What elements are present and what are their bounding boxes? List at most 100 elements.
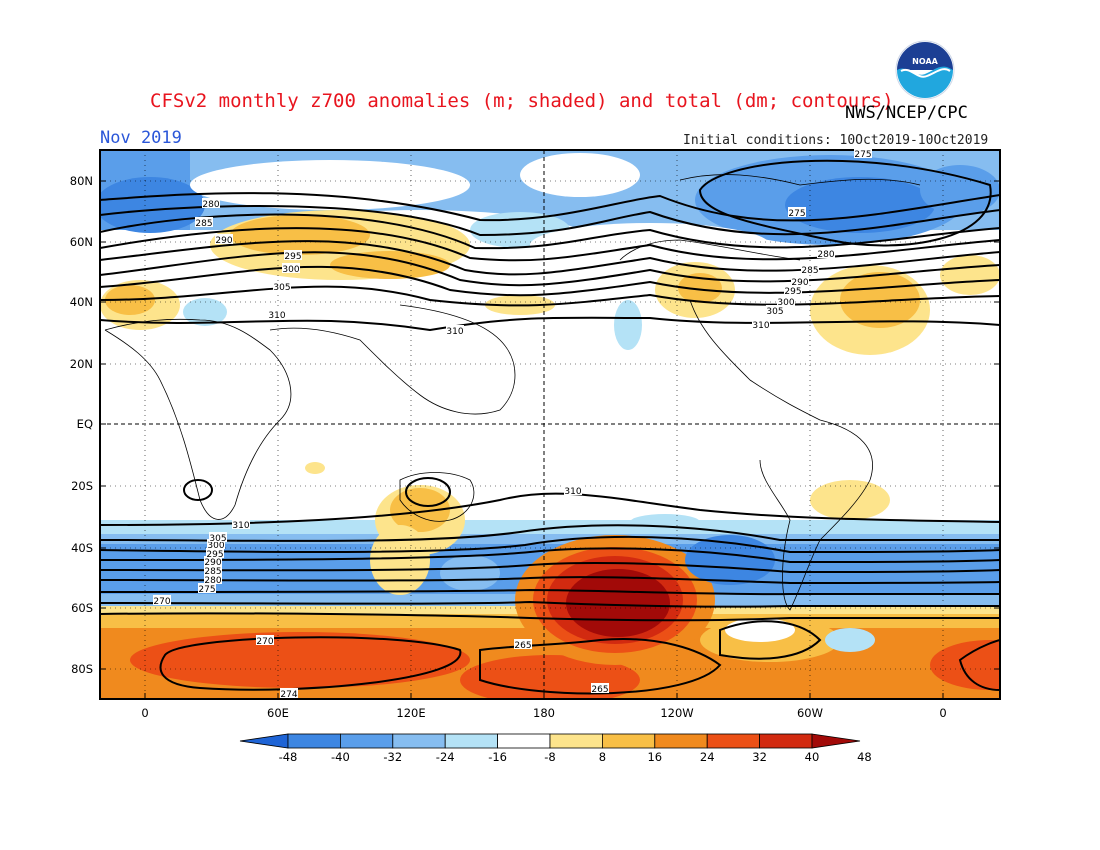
longitude-ticks: 0 60E 120E 180 120W 60W 0 [141, 150, 947, 720]
valid-month: Nov 2019 [100, 128, 182, 148]
colorbar-segment [549, 733, 603, 749]
contour-label: 275 [788, 209, 805, 219]
colorbar: -48 -40 -32 -24 -16 -8 8 16 24 32 40 48 [239, 733, 872, 764]
colorbar-label: 48 [857, 750, 872, 764]
contour-label-bg [153, 595, 171, 605]
chart-title: CFSv2 monthly z700 anomalies (m; shaded)… [150, 90, 894, 112]
contour-label: 290 [791, 278, 808, 288]
contour-label-bg [256, 635, 274, 645]
contour-label: 290 [215, 236, 232, 246]
lon-label: 0 [939, 706, 946, 720]
contour-label: 280 [817, 250, 834, 260]
contour-labels: 2752752802802852852902902952953003003053… [153, 148, 872, 700]
contour-label-bg [777, 296, 795, 306]
contour-label-bg [202, 198, 220, 208]
colorbar-segment [706, 733, 761, 749]
contour-label-bg [791, 276, 809, 286]
colorbar-label: 32 [752, 750, 767, 764]
contour-label: 285 [801, 266, 818, 276]
colorbar-segment [444, 733, 499, 749]
lat-label: 40S [71, 541, 93, 555]
contour-label: 305 [273, 283, 290, 293]
colorbar-label: 40 [805, 750, 820, 764]
height-contours [100, 159, 1000, 695]
colorbar-segment [392, 733, 446, 749]
noaa-logo: NOAA [895, 40, 955, 100]
contour-label-bg [268, 309, 286, 319]
contour-label: 285 [204, 567, 221, 577]
colorbar-label: -16 [488, 750, 507, 764]
lon-label: 60E [267, 706, 289, 720]
coastlines [104, 174, 921, 611]
contour-label-bg [215, 234, 233, 244]
contour-label: 300 [207, 541, 224, 551]
colorbar-label: -8 [544, 750, 555, 764]
colorbar-segment [339, 733, 394, 749]
contour-label-bg [280, 688, 298, 698]
contour-label-bg [204, 556, 222, 566]
contour-label-bg [788, 207, 806, 217]
contour-label: 300 [282, 265, 299, 275]
contour-label-bg [801, 264, 819, 274]
contour-label: 280 [202, 200, 219, 210]
logo-text: NOAA [912, 57, 938, 66]
contour-label-bg [204, 565, 222, 575]
contour-label: 310 [752, 321, 769, 331]
colorbar-arrow-left [239, 733, 289, 749]
lat-label: 40N [70, 295, 93, 309]
lon-label: 120W [660, 706, 693, 720]
agency-label: NWS/NCEP/CPC [845, 103, 968, 123]
contour-label: 295 [784, 287, 801, 297]
contour-label-bg [446, 325, 464, 335]
colorbar-arrow-right [811, 733, 861, 749]
contour-label: 305 [766, 307, 783, 317]
colorbar-label: -24 [436, 750, 455, 764]
contour-label: 305 [209, 534, 226, 544]
contour-label: 265 [591, 685, 608, 695]
colorbar-segment [602, 733, 656, 749]
contour-label-bg [784, 285, 802, 295]
contour-label: 275 [198, 585, 215, 595]
contour-label: 270 [153, 597, 170, 607]
lon-label: 0 [141, 706, 148, 720]
contour-label: 285 [195, 219, 212, 229]
contour-label: 295 [206, 550, 223, 560]
contour-label-bg [752, 319, 770, 329]
contour-label-bg [766, 305, 784, 315]
colorbar-label: -48 [279, 750, 298, 764]
contour-label-bg [204, 574, 222, 584]
contour-label-bg [282, 263, 300, 273]
contour-label: 265 [514, 641, 531, 651]
contour-label-bg [514, 639, 532, 649]
contour-label-bg [817, 248, 835, 258]
contour-label: 310 [446, 327, 463, 337]
colorbar-segment [654, 733, 708, 749]
colorbar-segment [287, 733, 341, 749]
contour-label-bg [564, 485, 582, 495]
contour-label-bg [198, 583, 216, 593]
colorbar-label: 8 [599, 750, 606, 764]
lat-label: 80N [70, 174, 93, 188]
contour-label-bg [854, 148, 872, 158]
contour-label: 280 [204, 576, 221, 586]
colorbar-label: -40 [331, 750, 350, 764]
lat-label: EQ [77, 417, 93, 431]
colorbar-segment [497, 733, 551, 749]
contour-label-bg [273, 281, 291, 291]
initial-conditions: Initial conditions: 10Oct2019-10Oct2019 [683, 133, 989, 148]
lat-label: 80S [71, 662, 93, 676]
lon-label: 60W [797, 706, 823, 720]
colorbar-label: 24 [700, 750, 715, 764]
lon-label: 120E [396, 706, 425, 720]
contour-label-bg [232, 519, 250, 529]
contour-label-bg [209, 532, 227, 542]
contour-label: 290 [204, 558, 221, 568]
lat-label: 60S [71, 601, 93, 615]
contour-label: 295 [284, 252, 301, 262]
contour-label-bg [207, 539, 225, 549]
colorbar-segment [759, 733, 813, 749]
contour-label: 310 [268, 311, 285, 321]
contour-label: 275 [854, 150, 871, 160]
colorbar-label: -32 [383, 750, 402, 764]
